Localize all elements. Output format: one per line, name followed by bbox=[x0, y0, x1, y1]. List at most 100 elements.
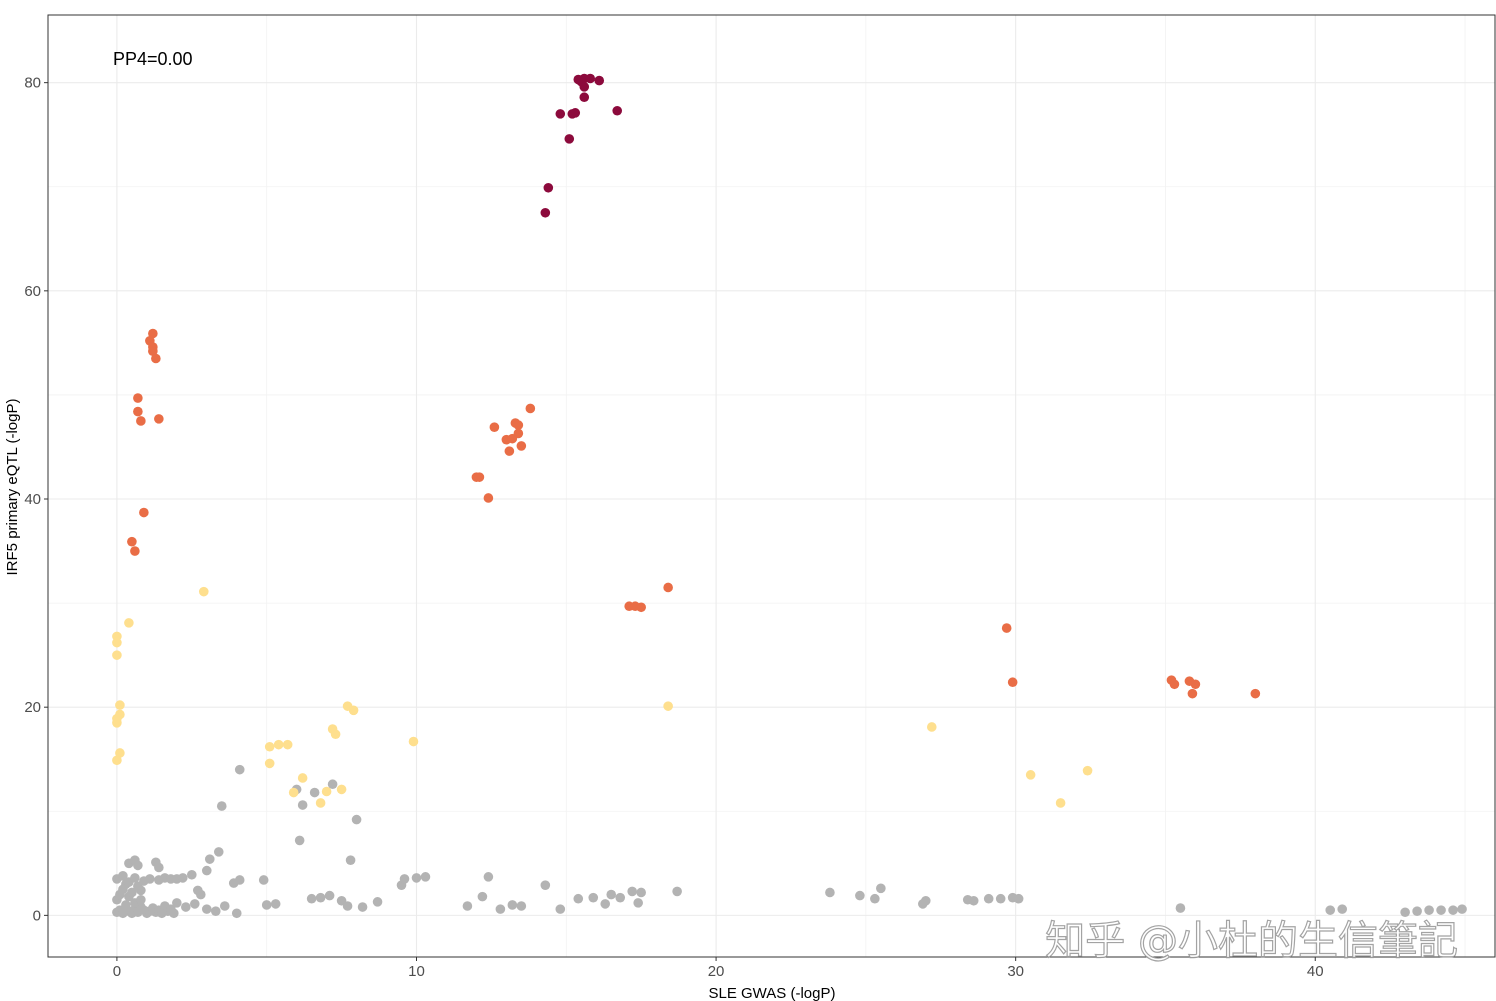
data-point-gray bbox=[216, 801, 227, 811]
data-point-gray bbox=[195, 889, 206, 900]
data-point-gray bbox=[495, 904, 506, 914]
data-point-gray bbox=[270, 899, 281, 909]
data-point-yellow bbox=[1082, 765, 1093, 776]
panel-border bbox=[47, 14, 1496, 958]
data-point-gray bbox=[420, 872, 431, 882]
data-point-gray bbox=[204, 854, 215, 864]
data-point-gray bbox=[351, 814, 362, 825]
data-point-orange bbox=[139, 507, 149, 518]
data-point-gray bbox=[627, 886, 637, 897]
data-point-gray bbox=[870, 893, 880, 904]
data-point-maroon bbox=[570, 108, 581, 118]
data-point-yellow bbox=[112, 637, 122, 648]
data-point-gray bbox=[507, 900, 518, 910]
data-point-yellow bbox=[321, 786, 332, 797]
data-point-gray bbox=[345, 855, 356, 865]
data-point-orange bbox=[133, 406, 143, 417]
data-point-yellow bbox=[348, 705, 359, 716]
data-point-yellow bbox=[264, 758, 275, 769]
data-point-yellow bbox=[115, 748, 125, 758]
data-point-yellow bbox=[112, 755, 122, 766]
x-axis-title: SLE GWAS (-logP) bbox=[709, 985, 836, 1001]
data-point-gray bbox=[855, 890, 865, 901]
data-point-yellow bbox=[330, 729, 341, 740]
data-point-yellow bbox=[264, 741, 275, 752]
data-point-gray bbox=[672, 886, 682, 897]
axis-ticks bbox=[44, 82, 1316, 961]
major-gridlines bbox=[48, 15, 1495, 957]
data-point-gray bbox=[210, 906, 221, 917]
data-point-gray bbox=[588, 892, 599, 903]
data-point-yellow bbox=[198, 586, 209, 597]
data-point-yellow bbox=[926, 722, 937, 732]
y-tick-label: 60 bbox=[24, 283, 41, 300]
data-point-yellow bbox=[112, 718, 122, 728]
data-point-gray bbox=[324, 890, 335, 901]
data-point-gray bbox=[294, 835, 305, 846]
data-point-maroon bbox=[579, 92, 590, 103]
data-point-gray bbox=[462, 901, 473, 911]
data-point-gray bbox=[516, 901, 527, 911]
data-point-gray bbox=[372, 897, 383, 907]
data-point-maroon bbox=[612, 105, 623, 116]
x-tick-label: 30 bbox=[1007, 963, 1024, 980]
data-point-gray bbox=[258, 875, 269, 885]
x-tick-label: 20 bbox=[708, 963, 725, 980]
data-point-orange bbox=[516, 441, 527, 451]
data-point-gray bbox=[136, 885, 146, 896]
data-point-gray bbox=[181, 902, 191, 912]
data-point-orange bbox=[663, 582, 673, 593]
data-point-maroon bbox=[543, 182, 554, 193]
data-point-yellow bbox=[297, 773, 308, 783]
data-point-gray bbox=[219, 901, 230, 911]
data-points bbox=[112, 73, 1467, 919]
data-point-gray bbox=[315, 892, 326, 903]
data-point-gray bbox=[636, 887, 646, 898]
data-point-orange bbox=[1007, 677, 1018, 688]
data-point-orange bbox=[483, 493, 494, 503]
data-point-yellow bbox=[408, 736, 419, 747]
data-point-orange bbox=[525, 403, 536, 414]
data-point-yellow bbox=[112, 650, 122, 660]
data-point-gray bbox=[342, 901, 353, 911]
data-point-orange bbox=[151, 353, 161, 364]
data-point-orange bbox=[154, 414, 164, 424]
data-point-yellow bbox=[124, 618, 134, 628]
data-point-gray bbox=[1412, 906, 1422, 917]
data-point-maroon bbox=[564, 134, 575, 144]
data-point-gray bbox=[130, 873, 140, 883]
y-tick-label: 20 bbox=[24, 699, 41, 716]
data-point-gray bbox=[555, 904, 566, 914]
data-point-gray bbox=[399, 874, 410, 884]
data-point-gray bbox=[357, 902, 368, 912]
data-point-gray bbox=[228, 878, 239, 888]
data-point-orange bbox=[489, 422, 500, 432]
data-point-gray bbox=[231, 908, 242, 919]
data-point-gray bbox=[483, 872, 494, 882]
data-point-maroon bbox=[555, 109, 566, 119]
data-point-orange bbox=[513, 420, 524, 430]
data-point-gray bbox=[606, 889, 617, 900]
data-point-gray bbox=[234, 764, 245, 775]
x-tick-label: 40 bbox=[1307, 963, 1324, 980]
data-point-gray bbox=[1400, 907, 1410, 918]
data-point-gray bbox=[213, 847, 224, 857]
data-point-gray bbox=[201, 865, 212, 876]
data-point-orange bbox=[127, 536, 137, 547]
x-tick-label: 10 bbox=[408, 963, 425, 980]
data-point-maroon bbox=[585, 73, 596, 84]
data-point-orange bbox=[474, 472, 485, 482]
data-point-gray bbox=[633, 898, 643, 908]
data-point-yellow bbox=[273, 739, 284, 750]
data-point-orange bbox=[1169, 679, 1180, 690]
data-point-gray bbox=[573, 893, 584, 904]
data-point-gray bbox=[127, 887, 137, 898]
data-point-gray bbox=[540, 880, 551, 890]
data-point-gray bbox=[201, 904, 212, 914]
data-point-orange bbox=[1250, 688, 1261, 699]
data-point-gray bbox=[187, 869, 197, 880]
data-point-yellow bbox=[115, 700, 125, 710]
data-point-gray bbox=[1436, 905, 1446, 915]
data-point-gray bbox=[145, 874, 155, 884]
